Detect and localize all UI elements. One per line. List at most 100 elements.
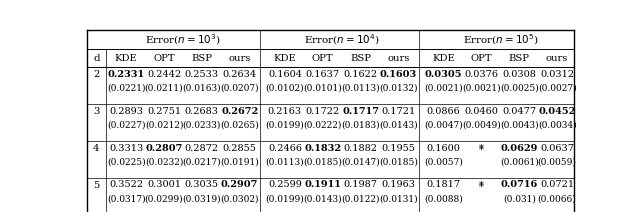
- Text: 0.1721: 0.1721: [381, 107, 415, 116]
- Text: (0.0021): (0.0021): [424, 83, 463, 92]
- Text: (0.0199): (0.0199): [266, 194, 304, 203]
- Text: 0.3522: 0.3522: [109, 180, 143, 189]
- Text: 0.2872: 0.2872: [185, 144, 219, 152]
- Text: (0.0191): (0.0191): [220, 157, 259, 166]
- Text: (0.0185): (0.0185): [303, 157, 342, 166]
- Text: (0.0047): (0.0047): [424, 120, 463, 129]
- Text: (0.0212): (0.0212): [145, 120, 183, 129]
- Text: 0.2634: 0.2634: [223, 70, 257, 79]
- Text: 0.1911: 0.1911: [304, 180, 341, 189]
- Text: KDE: KDE: [115, 53, 138, 63]
- Text: (0.0057): (0.0057): [424, 157, 463, 166]
- Text: Error($n = 10^5$): Error($n = 10^5$): [463, 32, 538, 47]
- Text: (0.0217): (0.0217): [182, 157, 221, 166]
- Text: 0.0477: 0.0477: [502, 107, 536, 116]
- Text: 0.2533: 0.2533: [185, 70, 219, 79]
- Text: 0.0452: 0.0452: [538, 107, 576, 116]
- Text: 0.3035: 0.3035: [185, 180, 219, 189]
- Text: 0.2672: 0.2672: [221, 107, 259, 116]
- Text: (0.0265): (0.0265): [220, 120, 259, 129]
- Text: (0.0101): (0.0101): [303, 83, 342, 92]
- Text: 0.1722: 0.1722: [306, 107, 340, 116]
- Text: 0.3313: 0.3313: [109, 144, 143, 152]
- Text: 0.0637: 0.0637: [540, 144, 574, 152]
- Text: 0.2807: 0.2807: [145, 144, 182, 152]
- Text: ours: ours: [228, 53, 251, 63]
- Text: 0.0460: 0.0460: [465, 107, 499, 116]
- Text: (0.0221): (0.0221): [107, 83, 145, 92]
- Text: (0.0066): (0.0066): [538, 194, 577, 203]
- Text: Error($n = 10^4$): Error($n = 10^4$): [304, 32, 380, 47]
- Text: (0.0059): (0.0059): [538, 157, 577, 166]
- Text: (0.0302): (0.0302): [220, 194, 259, 203]
- Text: 0.2163: 0.2163: [268, 107, 302, 116]
- Text: (0.0232): (0.0232): [145, 157, 183, 166]
- Text: 0.1603: 0.1603: [380, 70, 417, 79]
- Text: (0.0061): (0.0061): [500, 157, 539, 166]
- Text: *: *: [479, 183, 484, 192]
- Text: KDE: KDE: [432, 53, 455, 63]
- Text: 0.2893: 0.2893: [109, 107, 143, 116]
- Text: 0.2907: 0.2907: [221, 180, 259, 189]
- Text: 0.0376: 0.0376: [465, 70, 499, 79]
- Text: (0.0207): (0.0207): [220, 83, 259, 92]
- Text: 4: 4: [93, 144, 100, 153]
- Text: *: *: [479, 180, 484, 189]
- Text: (0.0317): (0.0317): [107, 194, 145, 203]
- Text: (0.0122): (0.0122): [341, 194, 380, 203]
- Text: (0.0227): (0.0227): [107, 120, 145, 129]
- Text: 0.2599: 0.2599: [268, 180, 302, 189]
- Text: (0.0049): (0.0049): [462, 120, 501, 129]
- Text: OPT: OPT: [312, 53, 333, 63]
- Text: OPT: OPT: [153, 53, 175, 63]
- Text: 0.2855: 0.2855: [223, 144, 257, 152]
- Text: (0.0319): (0.0319): [182, 194, 221, 203]
- Text: 0.0305: 0.0305: [425, 70, 462, 79]
- Text: BSP: BSP: [191, 53, 212, 63]
- Text: 3: 3: [93, 107, 100, 116]
- Text: 0.0629: 0.0629: [500, 144, 538, 152]
- Text: 0.2442: 0.2442: [147, 70, 181, 79]
- Text: d: d: [93, 53, 100, 63]
- Text: 0.0308: 0.0308: [502, 70, 536, 79]
- Text: 0.1955: 0.1955: [381, 144, 415, 152]
- Text: 0.0716: 0.0716: [500, 180, 538, 189]
- Text: BSP: BSP: [509, 53, 530, 63]
- Text: 0.1882: 0.1882: [344, 144, 378, 152]
- Text: 0.0312: 0.0312: [540, 70, 574, 79]
- Text: *: *: [479, 144, 484, 152]
- Text: 0.1600: 0.1600: [427, 144, 461, 152]
- Text: KDE: KDE: [273, 53, 296, 63]
- Text: (0.0132): (0.0132): [379, 83, 418, 92]
- Text: (0.0211): (0.0211): [145, 83, 183, 92]
- Text: 0.3001: 0.3001: [147, 180, 181, 189]
- Text: 5: 5: [93, 181, 100, 190]
- Text: (0.0027): (0.0027): [538, 83, 577, 92]
- Text: (0.0025): (0.0025): [500, 83, 539, 92]
- Text: ours: ours: [546, 53, 568, 63]
- Text: (0.031): (0.031): [503, 194, 536, 203]
- Text: 0.1637: 0.1637: [306, 70, 340, 79]
- Text: (0.0034): (0.0034): [538, 120, 577, 129]
- Text: (0.0299): (0.0299): [145, 194, 183, 203]
- Text: (0.0143): (0.0143): [379, 120, 418, 129]
- Text: (0.0222): (0.0222): [303, 120, 342, 129]
- Text: (0.0185): (0.0185): [379, 157, 418, 166]
- Text: 0.1717: 0.1717: [342, 107, 379, 116]
- Text: (0.0199): (0.0199): [266, 120, 304, 129]
- Text: (0.0143): (0.0143): [303, 194, 342, 203]
- Text: 0.1817: 0.1817: [427, 180, 461, 189]
- Text: OPT: OPT: [470, 53, 492, 63]
- Text: (0.0131): (0.0131): [379, 194, 418, 203]
- Text: *: *: [479, 146, 484, 155]
- Text: (0.0088): (0.0088): [424, 194, 463, 203]
- Text: 0.0866: 0.0866: [427, 107, 461, 116]
- Text: (0.0113): (0.0113): [266, 157, 304, 166]
- Text: (0.0163): (0.0163): [182, 83, 221, 92]
- Text: 0.1604: 0.1604: [268, 70, 302, 79]
- Text: (0.0147): (0.0147): [341, 157, 380, 166]
- Text: 2: 2: [93, 70, 100, 80]
- Text: ours: ours: [387, 53, 410, 63]
- Text: 0.2683: 0.2683: [185, 107, 219, 116]
- Text: 0.1963: 0.1963: [381, 180, 415, 189]
